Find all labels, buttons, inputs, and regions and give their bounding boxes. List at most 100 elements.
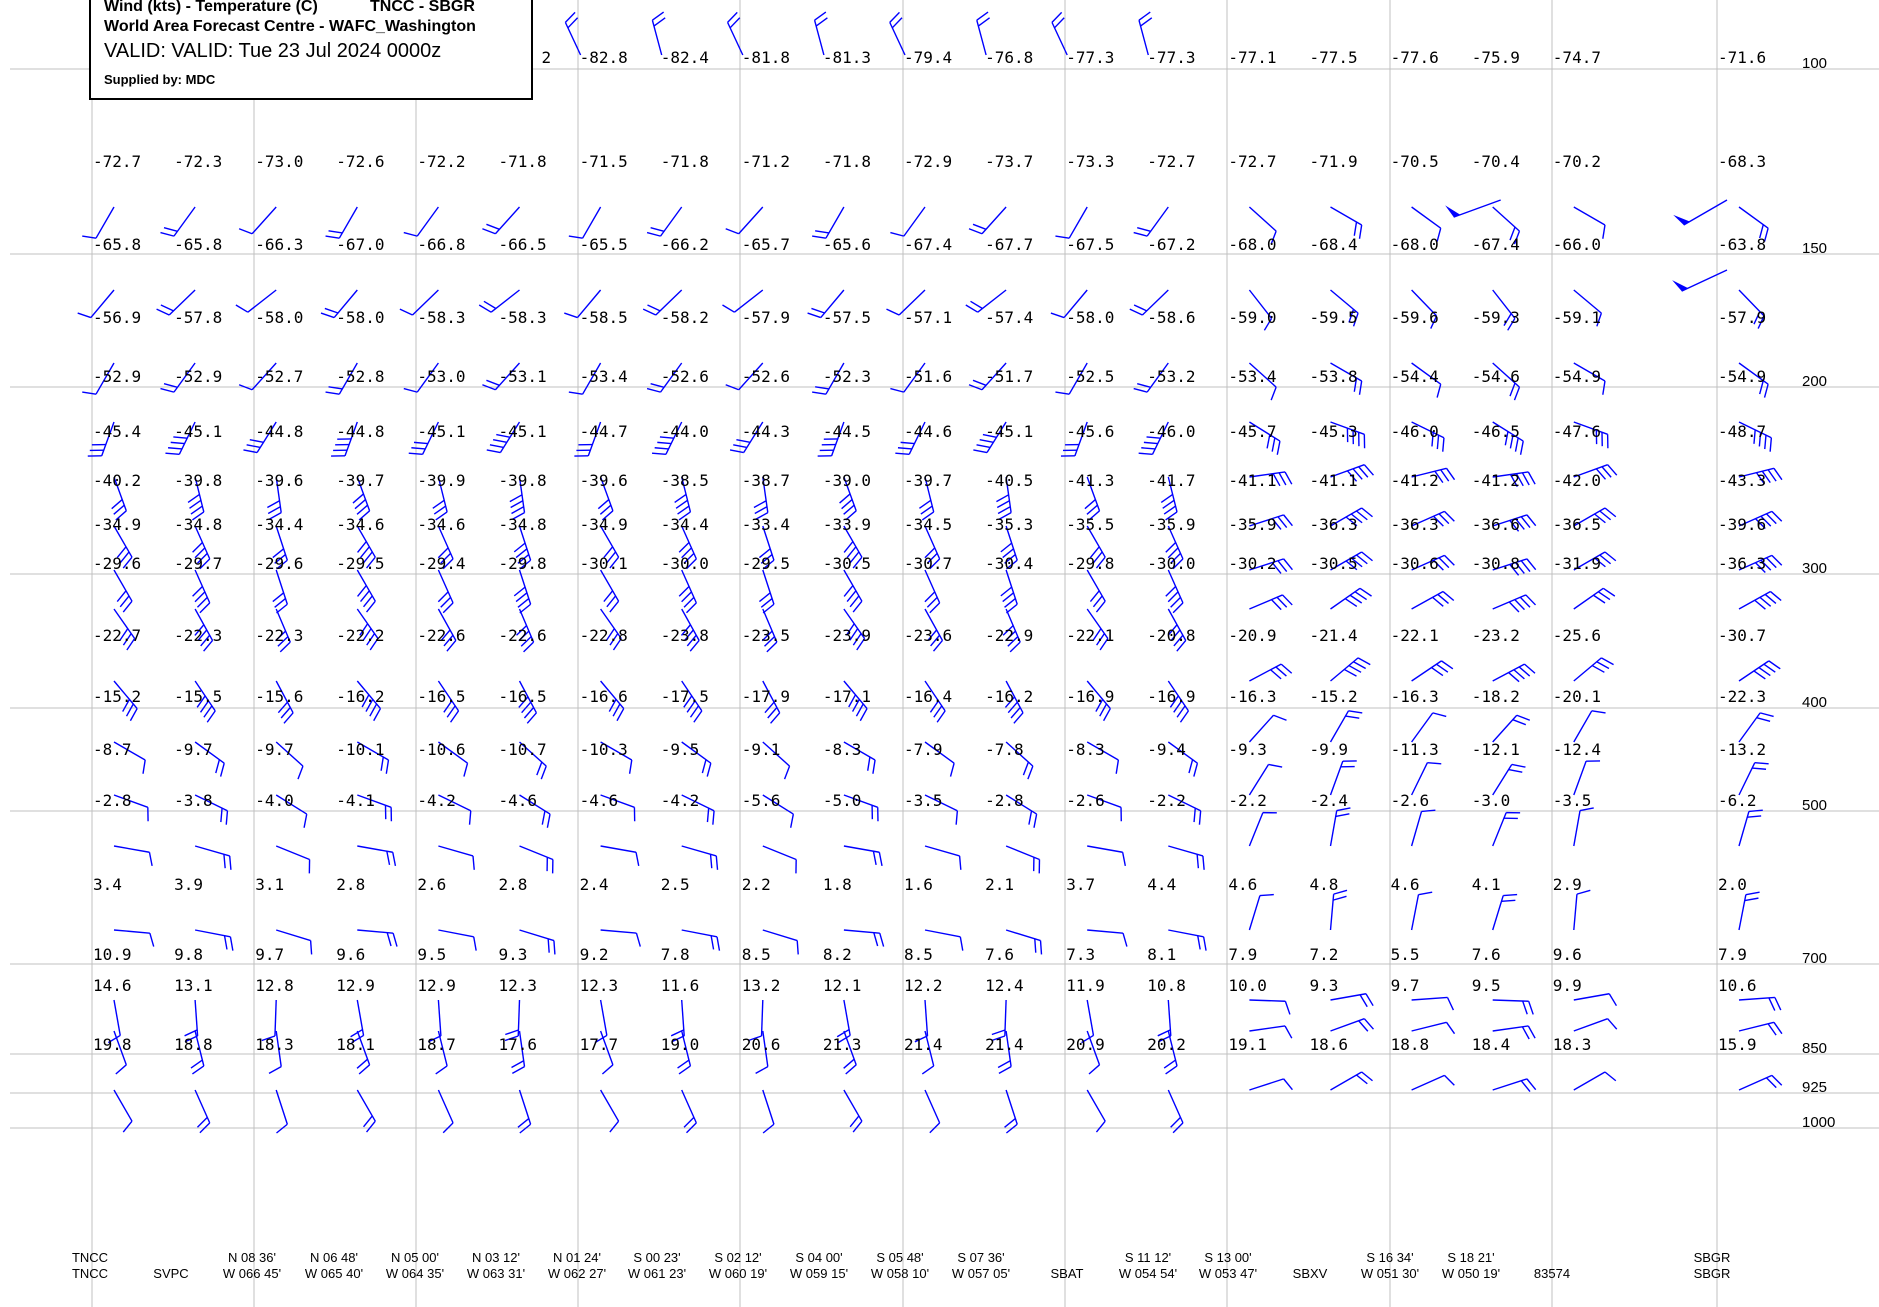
temperature-label: -22.9 [985, 626, 1033, 645]
wind-barb [919, 476, 935, 521]
wind-barb [408, 421, 440, 456]
temperature-label: -22.2 [336, 626, 384, 645]
temperature-label: -4.2 [661, 791, 700, 810]
wind-barb [1004, 680, 1024, 724]
wind-barb [997, 1030, 1012, 1075]
wind-barb [403, 206, 439, 237]
wind-barb [275, 741, 304, 780]
wind-barb [1573, 551, 1617, 571]
wind-barb [194, 794, 229, 825]
legend-box: Wind (kts) - Temperature (C) TNCC - SBGR … [89, 0, 533, 100]
temperature-label: -12.1 [1472, 740, 1520, 759]
waypoint-label: 83574 [1534, 1266, 1570, 1281]
temperature-label: -73.0 [255, 152, 303, 171]
wind-barb [1086, 741, 1120, 774]
wind-barb [113, 1089, 133, 1133]
temperature-label: -30.8 [1472, 554, 1520, 573]
wind-barb [1492, 999, 1534, 1015]
wind-barb [1005, 741, 1034, 780]
temperature-label: -20.8 [1147, 626, 1195, 645]
temperature-label: -34.4 [255, 515, 303, 534]
temperature-label: -15.5 [174, 687, 222, 706]
temperature-label: 18.8 [174, 1035, 213, 1054]
wind-barb [427, 999, 442, 1043]
temperature-label: 18.7 [417, 1035, 456, 1054]
temperature-label: 12.4 [985, 976, 1024, 995]
wind-barb [758, 525, 775, 570]
temperature-label: 18.1 [336, 1035, 375, 1054]
temperature-label: -33.4 [742, 515, 790, 534]
temperature-label: -59.3 [1472, 308, 1520, 327]
wind-barb [1738, 809, 1763, 847]
wind-barb [356, 1089, 376, 1133]
wind-barb [437, 680, 460, 723]
temperature-label: -45.7 [1228, 422, 1276, 441]
temperature-label: -39.6 [255, 471, 303, 490]
wind-barb [357, 929, 398, 947]
wind-barb [924, 608, 944, 652]
wind-barb [1000, 525, 1018, 570]
wind-barb [1330, 507, 1373, 527]
temperature-label: -71.6 [1718, 48, 1766, 67]
wind-barb [1573, 1071, 1617, 1091]
wind-barb [1573, 587, 1616, 610]
wind-barb [836, 999, 851, 1044]
wind-barb [1329, 807, 1351, 847]
temperature-label: 21.3 [823, 1035, 862, 1054]
wind-barb [275, 929, 313, 955]
temperature-label: -20.1 [1553, 687, 1601, 706]
temperature-label: 12.1 [823, 976, 862, 995]
temperature-label: 19.1 [1228, 1035, 1267, 1054]
temperature-label: -58.0 [255, 308, 303, 327]
wind-pennant [1673, 199, 1728, 226]
temperature-label: -57.5 [823, 308, 871, 327]
wind-barb [1738, 891, 1760, 931]
temperature-label: -72.7 [93, 152, 141, 171]
wind-barb [1492, 514, 1537, 532]
wind-barb [113, 1030, 127, 1075]
wind-barb [1492, 558, 1537, 576]
temperature-label: -45.3 [1310, 422, 1358, 441]
wind-barb [438, 845, 475, 870]
wind-barb [924, 741, 955, 777]
temperature-label: 12.3 [580, 976, 619, 995]
temperature-label: -9.4 [1147, 740, 1186, 759]
wind-barb [761, 608, 778, 653]
temperature-label: 9.6 [1553, 945, 1582, 964]
wind-barb [1168, 845, 1205, 870]
waypoint-label: SVPC [153, 1266, 188, 1281]
temperature-label: -71.9 [1310, 152, 1358, 171]
temperature-label: -67.4 [904, 235, 952, 254]
temperature-label: -29.5 [742, 554, 790, 573]
waypoint-label: S 04 00' [795, 1250, 842, 1265]
temperature-label: -34.4 [661, 515, 709, 534]
temperature-label: -30.0 [1147, 554, 1195, 573]
temperature-label: -2.2 [1147, 791, 1186, 810]
pressure-level-label: 1000 [1802, 1114, 1835, 1131]
pressure-level-label: 100 [1802, 55, 1827, 72]
wind-barb [889, 11, 906, 56]
temperature-label: 20.6 [742, 1035, 781, 1054]
temperature-label: -65.6 [823, 235, 871, 254]
wind-barb [1249, 1078, 1293, 1091]
wind-pennant [1672, 269, 1728, 292]
temperature-label: -39.6 [1718, 515, 1766, 534]
wind-barb [1573, 807, 1594, 847]
temperature-label: -5.0 [823, 791, 862, 810]
wind-barb [1738, 206, 1769, 242]
wind-barb [597, 476, 614, 521]
wind-barb [1249, 594, 1293, 611]
temperature-label: -44.7 [580, 422, 628, 441]
temperature-label: -52.6 [742, 367, 790, 386]
temperature-label: -58.5 [580, 308, 628, 327]
temperature-label: 9.5 [417, 945, 446, 964]
temperature-label: -46.5 [1472, 422, 1520, 441]
wind-barb [1248, 811, 1277, 847]
wind-barb [184, 999, 199, 1043]
temperature-label: -16.9 [1147, 687, 1195, 706]
waypoint-label: W 053 47' [1199, 1266, 1257, 1281]
wind-barb [1492, 421, 1524, 455]
wind-barb [1738, 1021, 1783, 1036]
wind-barb [1086, 1030, 1101, 1075]
temperature-label: -34.8 [499, 515, 547, 534]
